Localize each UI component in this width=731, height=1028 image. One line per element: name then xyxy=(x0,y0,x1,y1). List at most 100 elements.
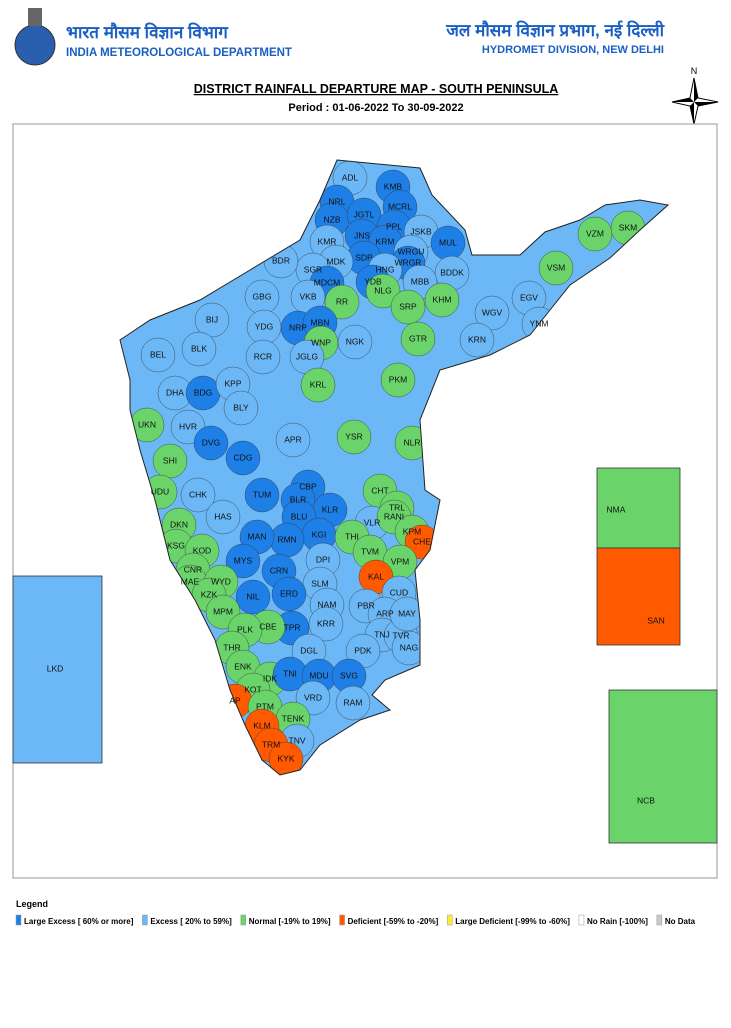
district-label: BEL xyxy=(150,349,166,359)
district-label: KRM xyxy=(376,236,395,246)
org-english: INDIA METEOROLOGICAL DEPARTMENT xyxy=(66,47,292,59)
district-label: MDU xyxy=(309,670,328,680)
inset-box xyxy=(608,689,718,844)
district-label: ADL xyxy=(342,172,359,182)
district-label: KLM xyxy=(253,720,270,730)
district-label: KRN xyxy=(468,334,486,344)
district-label: TNJ xyxy=(374,629,390,639)
legend-swatch xyxy=(339,914,345,926)
district-label: SLM xyxy=(311,578,328,588)
district-label: KGI xyxy=(312,529,327,539)
district-area xyxy=(300,367,336,403)
district-label: KAL xyxy=(368,571,384,581)
district-label: AP xyxy=(229,695,241,705)
district-area xyxy=(180,477,216,513)
district-area xyxy=(181,331,217,367)
district-area xyxy=(474,295,510,331)
district-label: WRGU xyxy=(398,246,425,256)
district-area xyxy=(324,284,360,320)
legend-swatch xyxy=(142,914,148,926)
district-label: MDCM xyxy=(314,277,340,287)
district-area xyxy=(268,741,304,775)
district-area xyxy=(235,579,271,615)
district-label: VKB xyxy=(299,291,316,301)
legend-label: Normal [-19% to 19%] xyxy=(249,917,331,926)
district-label: KMR xyxy=(318,236,337,246)
compass-label: N xyxy=(691,66,698,76)
district-area xyxy=(400,321,436,357)
district-area xyxy=(225,543,261,579)
district-label: NRL xyxy=(328,196,345,206)
district-area xyxy=(245,339,281,375)
district-area xyxy=(223,390,259,426)
district-label: BLR xyxy=(290,494,307,504)
district-label: VSM xyxy=(547,262,565,272)
district-label: HVR xyxy=(179,421,197,431)
district-label: SDP xyxy=(355,252,373,262)
inset-box xyxy=(596,547,681,646)
district-label: THI xyxy=(345,531,359,541)
district-area xyxy=(308,606,344,642)
district-label: UKN xyxy=(138,419,156,429)
district-label: WRGR xyxy=(395,257,422,267)
district-label: IDK xyxy=(263,673,278,683)
inset-label: LKD xyxy=(47,663,64,673)
inset-label: SAN xyxy=(647,615,664,625)
legend-title: Legend xyxy=(16,899,48,909)
district-label: NAG xyxy=(400,642,418,652)
district-label: VRD xyxy=(304,692,322,702)
district-label: ERD xyxy=(280,588,298,598)
district-label: TRM xyxy=(262,739,280,749)
inset-label: NMA xyxy=(607,504,626,514)
district-label: MAY xyxy=(398,608,416,618)
district-label: DPI xyxy=(316,554,330,564)
legend-label: Large Excess [ 60% or more] xyxy=(24,917,134,926)
division-hindi: जल मौसम विज्ञान प्रभाग, नई दिल्ली xyxy=(445,20,664,40)
district-label: HNG xyxy=(376,264,395,274)
district-label: NGK xyxy=(346,336,365,346)
district-label: TRL xyxy=(389,502,405,512)
district-label: VLR xyxy=(364,517,381,527)
district-label: BDG xyxy=(194,387,212,397)
district-label: KOD xyxy=(193,545,211,555)
district-label: CBE xyxy=(259,621,277,631)
district-area xyxy=(380,362,416,398)
district-label: TNV xyxy=(289,735,306,745)
district-area xyxy=(271,576,307,612)
district-label: RMN xyxy=(277,534,296,544)
legend-swatch xyxy=(578,914,585,926)
district-label: PTM xyxy=(256,701,274,711)
legend-label: Large Deficient [-99% to -60%] xyxy=(455,917,570,926)
district-label: CHK xyxy=(189,489,207,499)
district-label: RCR xyxy=(254,351,272,361)
district-area xyxy=(194,302,230,338)
district-area xyxy=(336,419,372,455)
district-area xyxy=(140,337,176,373)
logo xyxy=(14,8,56,66)
district-label: RR xyxy=(336,296,348,306)
district-label: MYS xyxy=(234,555,253,565)
district-label: VZM xyxy=(586,228,604,238)
org-hindi: भारत मौसम विज्ञान विभाग xyxy=(66,22,229,42)
district-label: TNI xyxy=(283,668,297,678)
district-label: RANI xyxy=(384,511,404,521)
district-label: MPM xyxy=(213,606,233,616)
district-label: SVG xyxy=(340,670,358,680)
district-label: ARP xyxy=(376,608,394,618)
district-label: THR xyxy=(223,642,240,652)
district-label: MBB xyxy=(411,276,430,286)
district-area xyxy=(193,425,229,461)
district-label: PPL xyxy=(386,221,402,231)
district-label: SHI xyxy=(163,455,177,465)
district-label: NLR xyxy=(403,437,420,447)
district-label: NZB xyxy=(324,214,341,224)
district-label: YNM xyxy=(530,318,549,328)
district-label: NIL xyxy=(246,591,260,601)
legend-label: No Rain [-100%] xyxy=(587,917,648,926)
map-title: DISTRICT RAINFALL DEPARTURE MAP - SOUTH … xyxy=(194,82,559,96)
district-label: CBP xyxy=(299,481,317,491)
district-label: KPP xyxy=(224,378,241,388)
district-label: KRR xyxy=(317,618,335,628)
district-label: KRL xyxy=(310,379,327,389)
